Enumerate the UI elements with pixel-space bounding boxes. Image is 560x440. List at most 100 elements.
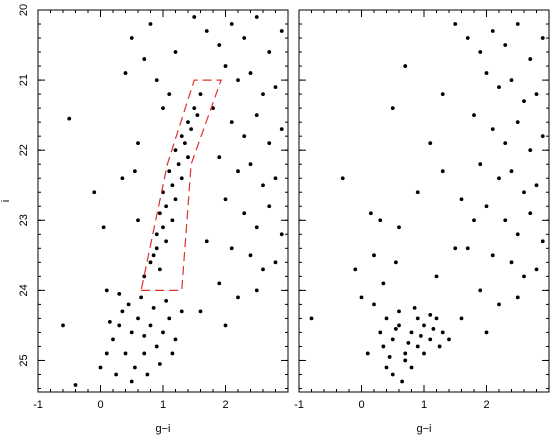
data-point	[254, 113, 259, 118]
data-point	[67, 116, 72, 121]
data-point	[534, 183, 539, 188]
data-point	[161, 106, 165, 111]
data-point	[142, 274, 147, 279]
data-point	[393, 327, 398, 331]
data-point	[534, 92, 539, 97]
data-point	[148, 22, 153, 26]
data-point	[387, 355, 392, 359]
x-tick-label: 0	[97, 399, 103, 411]
data-point	[403, 358, 408, 363]
data-point	[186, 120, 190, 125]
data-point	[223, 64, 228, 68]
data-point	[142, 334, 147, 338]
data-point	[384, 316, 389, 321]
data-point	[198, 309, 203, 314]
data-point	[412, 305, 417, 310]
data-point	[148, 323, 153, 328]
data-point	[107, 320, 112, 324]
data-point	[132, 169, 137, 174]
data-point	[117, 291, 122, 296]
data-point	[248, 253, 253, 258]
data-point	[509, 169, 514, 174]
data-point	[104, 351, 109, 356]
data-point	[397, 323, 401, 328]
data-point	[114, 372, 119, 377]
data-point	[515, 22, 520, 26]
data-point	[61, 323, 65, 328]
data-point	[465, 246, 470, 251]
data-point	[528, 148, 533, 153]
data-point	[182, 141, 187, 146]
data-point	[453, 246, 458, 251]
data-point	[478, 288, 483, 293]
x-tick-label: 1	[421, 399, 427, 411]
left-cmd-panel: -1 0 1 2 20 21 22 23 24 25 g−i i	[0, 4, 289, 435]
data-point	[192, 106, 197, 111]
data-point	[397, 225, 401, 230]
data-point	[167, 316, 172, 321]
data-point	[229, 22, 234, 26]
data-point	[242, 36, 247, 40]
data-point	[92, 190, 97, 195]
data-point	[484, 204, 489, 209]
data-point	[403, 351, 408, 356]
data-point	[129, 36, 134, 40]
data-point	[434, 274, 439, 279]
data-point	[503, 141, 508, 146]
data-point	[261, 183, 265, 188]
data-point	[126, 302, 131, 307]
data-point	[223, 323, 228, 328]
data-point	[273, 260, 278, 265]
data-point	[428, 141, 433, 146]
data-point	[195, 113, 200, 118]
x-axis-label: g−i	[417, 423, 432, 435]
rgb-selection-box	[140, 79, 222, 291]
data-point	[490, 127, 495, 132]
data-point	[229, 120, 234, 125]
data-point	[459, 197, 464, 202]
data-point	[236, 78, 240, 82]
data-point	[236, 295, 240, 300]
x-tick-label: -1	[294, 399, 304, 411]
y-tick-label: 24	[18, 284, 30, 296]
data-point	[515, 295, 520, 300]
data-point	[459, 316, 464, 321]
data-point	[151, 305, 156, 310]
data-point	[497, 85, 501, 90]
data-point	[261, 267, 265, 272]
data-point	[120, 176, 125, 181]
data-point	[123, 351, 128, 356]
data-point	[254, 288, 259, 293]
data-point	[117, 323, 122, 328]
data-point	[148, 260, 153, 265]
data-point	[170, 218, 175, 223]
data-point	[279, 29, 284, 33]
data-point	[73, 383, 78, 387]
data-point	[167, 92, 172, 97]
data-point	[179, 134, 184, 139]
data-point	[540, 239, 545, 244]
data-point	[465, 36, 470, 40]
data-point	[261, 92, 265, 97]
data-point	[515, 232, 520, 237]
data-point	[378, 330, 383, 335]
data-point	[437, 344, 442, 349]
y-tick-label: 22	[18, 144, 30, 156]
data-point	[340, 176, 345, 181]
plot-frame	[37, 9, 289, 393]
data-point	[164, 204, 169, 209]
data-point	[145, 372, 150, 377]
data-point	[173, 337, 178, 342]
data-point	[390, 337, 395, 342]
data-point	[136, 316, 140, 321]
data-point	[528, 57, 533, 61]
right-cmd-panel: -1 0 1 2 g−i	[294, 9, 550, 435]
data-point	[142, 57, 147, 61]
data-point	[515, 120, 520, 125]
data-point	[101, 225, 106, 230]
data-point	[381, 281, 386, 286]
data-point	[406, 341, 411, 345]
x-tick-label: -1	[33, 399, 43, 411]
data-point	[151, 253, 156, 258]
